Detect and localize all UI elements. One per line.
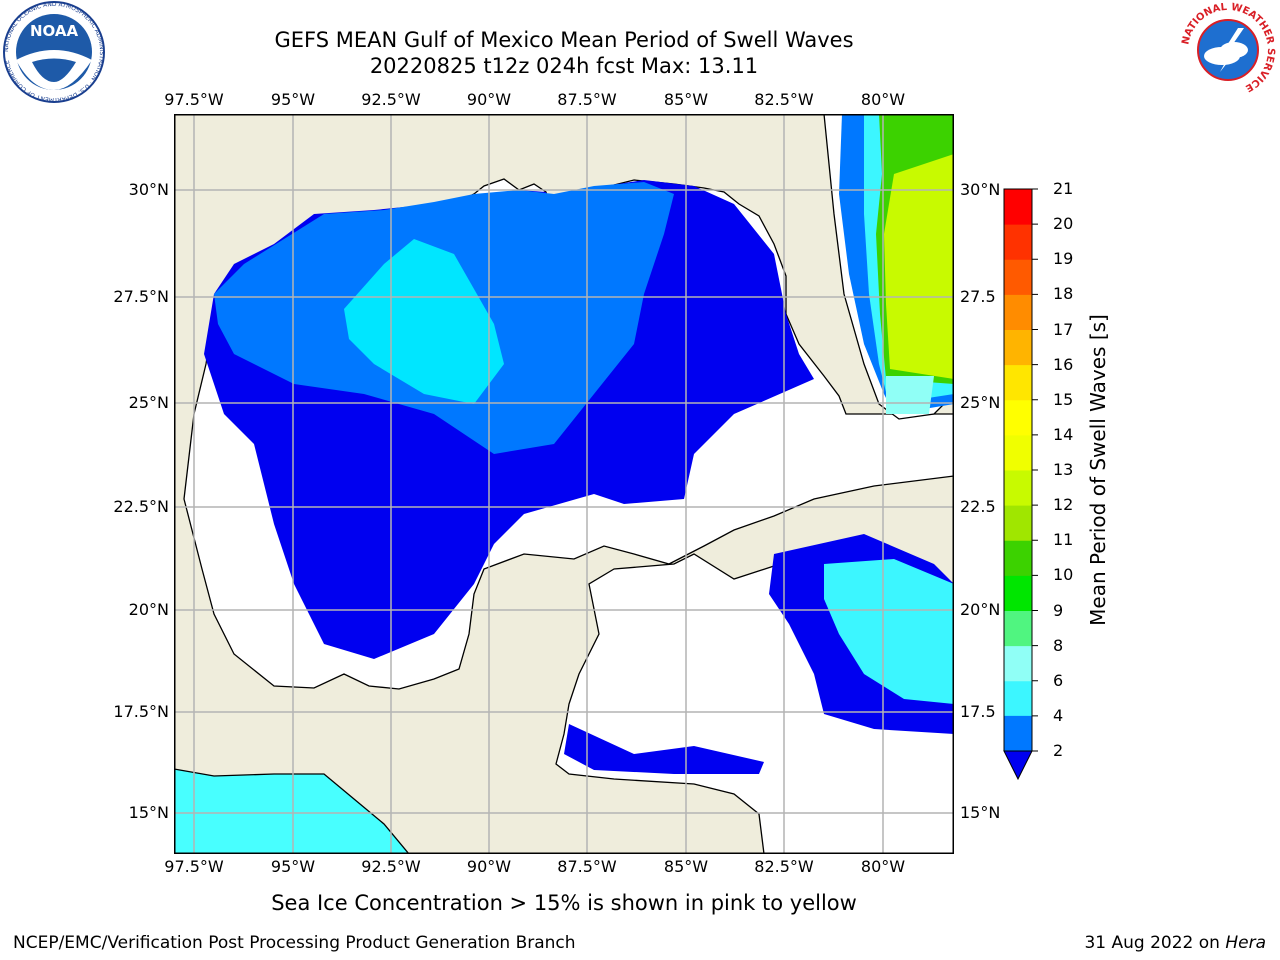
colorbar-tick-label: 2 bbox=[1053, 741, 1064, 760]
colorbar-segment bbox=[1004, 680, 1032, 717]
nws-logo: NATIONAL WEATHER SERVICE bbox=[1180, 2, 1276, 98]
colorbar bbox=[1003, 188, 1038, 781]
colorbar-segment bbox=[1004, 505, 1032, 541]
swell-atlantic-lime bbox=[884, 154, 954, 379]
colorbar-tick-label: 10 bbox=[1053, 565, 1074, 585]
lon-label-top: 92.5°W bbox=[361, 90, 421, 109]
footer-credit: NCEP/EMC/Verification Post Processing Pr… bbox=[13, 933, 576, 953]
lon-label-bottom: 97.5°W bbox=[164, 857, 224, 876]
lon-label-top: 97.5°W bbox=[164, 90, 224, 109]
colorbar-segment bbox=[1004, 645, 1032, 682]
lon-label-bottom: 95°W bbox=[270, 857, 316, 876]
lat-label-left: 30°N bbox=[128, 180, 169, 199]
colorbar-tick-label: 12 bbox=[1053, 495, 1074, 515]
lon-label-top: 95°W bbox=[270, 90, 316, 109]
lat-label-right: 17.5 bbox=[960, 702, 996, 721]
lat-label-right: 22.5 bbox=[960, 497, 996, 516]
svg-text:NOAA: NOAA bbox=[30, 22, 79, 40]
colorbar-segment bbox=[1004, 540, 1032, 576]
lat-label-left: 22.5°N bbox=[113, 497, 169, 516]
colorbar-tick-label: 16 bbox=[1053, 354, 1074, 374]
colorbar-segment bbox=[1004, 470, 1032, 506]
colorbar-tick-label: 17 bbox=[1053, 319, 1074, 339]
colorbar-tick-label: 21 bbox=[1053, 179, 1074, 198]
colorbar-segment bbox=[1004, 189, 1032, 225]
lat-label-right: 27.5 bbox=[960, 287, 996, 306]
swell-atlantic-pale bbox=[886, 376, 934, 414]
lat-label-right: 25°N bbox=[960, 393, 1001, 412]
colorbar-segment bbox=[1004, 224, 1032, 260]
colorbar-tick-label: 18 bbox=[1053, 284, 1074, 304]
map-subtitle: 20220825 t12z 024h fcst Max: 13.11 bbox=[369, 54, 759, 78]
colorbar-tick-label: 4 bbox=[1053, 705, 1064, 725]
lat-label-left: 20°N bbox=[128, 600, 169, 619]
lon-label-bottom: 85°W bbox=[663, 857, 709, 876]
lat-label-right: 15°N bbox=[960, 803, 1001, 822]
colorbar-tick-label: 9 bbox=[1053, 600, 1064, 620]
lon-label-bottom: 80°W bbox=[860, 857, 906, 876]
colorbar-segment bbox=[1004, 434, 1032, 471]
colorbar-tick-label: 13 bbox=[1053, 460, 1074, 479]
graticule bbox=[174, 114, 954, 854]
footer-date: 31 Aug 2022 on Hera bbox=[1084, 933, 1266, 953]
colorbar-tick-label: 8 bbox=[1053, 635, 1064, 655]
colorbar-segment bbox=[1004, 575, 1032, 611]
colorbar-segment bbox=[1004, 329, 1032, 366]
colorbar-under-arrow bbox=[1003, 750, 1033, 781]
colorbar-segment bbox=[1004, 715, 1032, 751]
lon-label-top: 80°W bbox=[860, 90, 906, 109]
map-panel bbox=[174, 114, 954, 854]
colorbar-segment bbox=[1004, 259, 1032, 295]
lon-label-top: 85°W bbox=[663, 90, 709, 109]
swell-caribbean-low-south bbox=[564, 724, 764, 774]
swell-gulf-mid bbox=[344, 239, 504, 404]
lon-label-top: 87.5°W bbox=[557, 90, 617, 109]
map-title: GEFS MEAN Gulf of Mexico Mean Period of … bbox=[274, 28, 854, 52]
lat-label-right: 30°N bbox=[960, 180, 1001, 199]
lat-label-left: 15°N bbox=[128, 803, 169, 822]
lat-label-right: 20°N bbox=[960, 600, 1001, 619]
lat-label-left: 17.5°N bbox=[113, 702, 169, 721]
colorbar-tick-label: 19 bbox=[1053, 249, 1074, 269]
colorbar-tick-label: 6 bbox=[1053, 670, 1064, 690]
pacific-water bbox=[174, 768, 410, 854]
footer-host: Hera bbox=[1225, 933, 1266, 953]
lon-label-bottom: 92.5°W bbox=[361, 857, 421, 876]
colorbar-tick-label: 14 bbox=[1053, 424, 1074, 444]
lon-label-top: 82.5°W bbox=[754, 90, 814, 109]
colorbar-segment bbox=[1004, 610, 1032, 647]
lon-label-bottom: 90°W bbox=[466, 857, 512, 876]
colorbar-segment bbox=[1004, 364, 1032, 401]
lat-label-left: 27.5°N bbox=[113, 287, 169, 306]
swell-caribbean-mid bbox=[824, 559, 954, 704]
lon-label-bottom: 82.5°W bbox=[754, 857, 814, 876]
lon-label-top: 90°W bbox=[466, 90, 512, 109]
colorbar-tick-label: 11 bbox=[1053, 530, 1074, 550]
colorbar-segment bbox=[1004, 399, 1032, 436]
colorbar-tick-label: 20 bbox=[1053, 214, 1074, 234]
lat-label-left: 25°N bbox=[128, 393, 169, 412]
noaa-logo: NATIONAL OCEANIC AND ATMOSPHERIC ADMINIS… bbox=[3, 1, 105, 103]
colorbar-label: Mean Period of Swell Waves [s] bbox=[1086, 314, 1110, 626]
colorbar-tick-label: 15 bbox=[1053, 389, 1074, 409]
colorbar-segment bbox=[1004, 294, 1032, 330]
lon-label-bottom: 87.5°W bbox=[557, 857, 617, 876]
ice-note: Sea Ice Concentration > 15% is shown in … bbox=[271, 891, 857, 915]
